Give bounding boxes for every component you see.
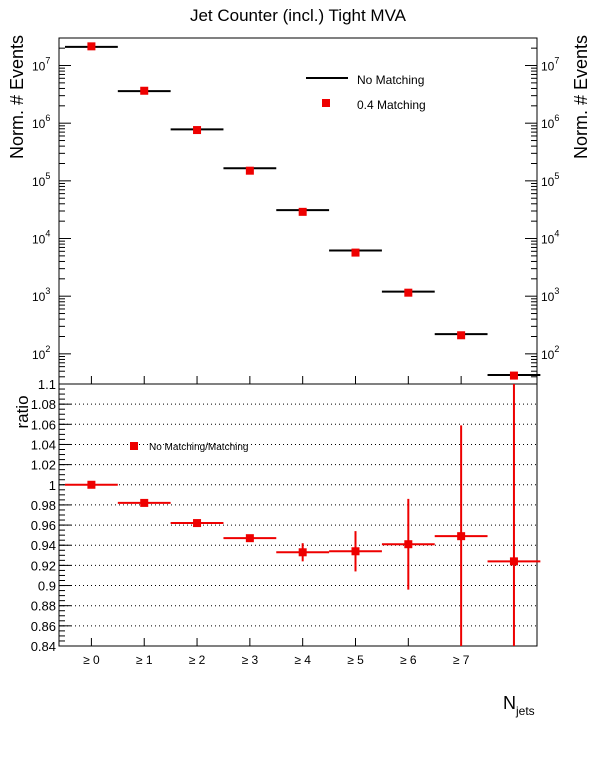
top-y-axis-label-left: Norm. # Events [7,35,27,159]
bottom-x-tick-label: ≥ 3 [242,653,259,667]
legend-ratio-marker [130,442,138,450]
chart-title: Jet Counter (incl.) Tight MVA [190,6,407,25]
bottom-y-axis-ticks [59,383,71,647]
top-y-tick-labels-left: 102 103 104 105 106 107 [32,56,50,362]
top-y-tick-label-left: 104 [32,229,50,247]
top-x-axis-ticks [90,376,462,384]
bottom-x-tick-label: ≥ 4 [294,653,311,667]
bottom-y-tick-label: 0.92 [31,558,56,573]
top-y-tick-label-right: 104 [541,229,559,247]
matching-marker [298,207,307,216]
bottom-x-tick-labels: ≥ 0 ≥ 1 ≥ 2 ≥ 3 ≥ 4 ≥ 5 ≥ 6 ≥ 7 [83,653,470,667]
ratio-marker [140,498,149,507]
bottom-y-axis-label: ratio [13,395,32,428]
top-panel: Norm. # Events Norm. # Events 1021031041… [7,35,591,385]
matching-marker [404,288,413,297]
matching-marker [245,166,254,175]
matching-marker [351,248,360,257]
top-y-axis-label-right: Norm. # Events [571,35,591,159]
bottom-y-tick-label: 0.98 [31,498,56,513]
bottom-x-tick-label: ≥ 0 [83,653,100,667]
matching-marker [457,331,466,340]
ratio-marker [193,519,202,528]
ratio-marker [509,557,518,566]
bottom-y-tick-label: 1.04 [31,437,56,452]
matching-series [87,42,518,380]
bottom-y-tick-label: 1.08 [31,397,56,412]
ratio-series [65,384,541,646]
bottom-y-tick-label: 0.96 [31,518,56,533]
top-y-axis-ticks [59,37,537,385]
top-legend: No Matching 0.4 Matching [306,73,426,112]
top-y-tick-label-left: 106 [32,113,50,131]
bottom-y-tick-label: 1.1 [38,377,56,392]
top-y-tick-label-right: 102 [541,344,559,362]
ratio-marker [245,534,254,543]
bottom-x-tick-label: ≥ 7 [453,653,470,667]
bottom-x-tick-label: ≥ 2 [189,653,206,667]
top-y-tick-label-right: 106 [541,113,559,131]
bottom-y-tick-label: 1 [49,478,56,493]
x-axis-label: Njets [503,693,535,718]
matching-marker [87,42,96,51]
bottom-panel-frame [58,383,538,647]
bottom-grid [59,403,537,627]
top-y-tick-label-left: 102 [32,344,50,362]
bottom-y-tick-labels: 0.84 0.86 0.88 0.9 0.92 0.94 0.96 0.98 1 1.02 1.04… [31,377,56,654]
top-y-tick-label-left: 107 [32,56,50,74]
bottom-y-tick-label: 0.84 [31,639,56,654]
top-y-tick-label-right: 105 [541,171,559,189]
bottom-panel: ratio 0.84 0.86 0.88 0.9 0.92 0.94 0.96 0.98 1 1.… [13,377,541,718]
ratio-marker [87,480,96,489]
matching-marker [509,371,518,380]
bottom-x-tick-label: ≥ 1 [136,653,153,667]
bottom-x-tick-label: ≥ 6 [400,653,417,667]
x-axis-label-sub: jets [515,704,535,718]
bottom-y-tick-label: 0.86 [31,619,56,634]
legend-no-matching-label: No Matching [357,73,424,87]
bottom-y-tick-label: 0.9 [38,579,56,594]
top-y-tick-label-left: 105 [32,171,50,189]
bottom-x-tick-label: ≥ 5 [347,653,364,667]
legend-matching-marker [322,99,330,107]
ratio-marker [351,547,360,556]
ratio-marker [404,540,413,549]
top-y-tick-label-right: 107 [541,56,559,74]
top-y-tick-labels-right: 102 103 104 105 106 107 [541,56,559,362]
bottom-legend: No Matching/Matching [130,442,249,453]
top-y-tick-label-left: 103 [32,286,50,304]
matching-marker [193,126,202,135]
bottom-y-tick-label: 1.02 [31,458,56,473]
top-y-tick-label-right: 103 [541,286,559,304]
x-axis-label-main: N [503,693,516,713]
matching-marker [140,86,149,95]
legend-matching-label: 0.4 Matching [357,98,426,112]
bottom-y-tick-label: 0.88 [31,599,56,614]
bottom-x-axis-ticks [90,638,462,646]
bottom-y-tick-label: 0.94 [31,538,56,553]
ratio-marker [298,548,307,557]
ratio-marker [457,532,466,541]
legend-ratio-label: No Matching/Matching [149,442,249,453]
bottom-y-tick-label: 1.06 [31,417,56,432]
